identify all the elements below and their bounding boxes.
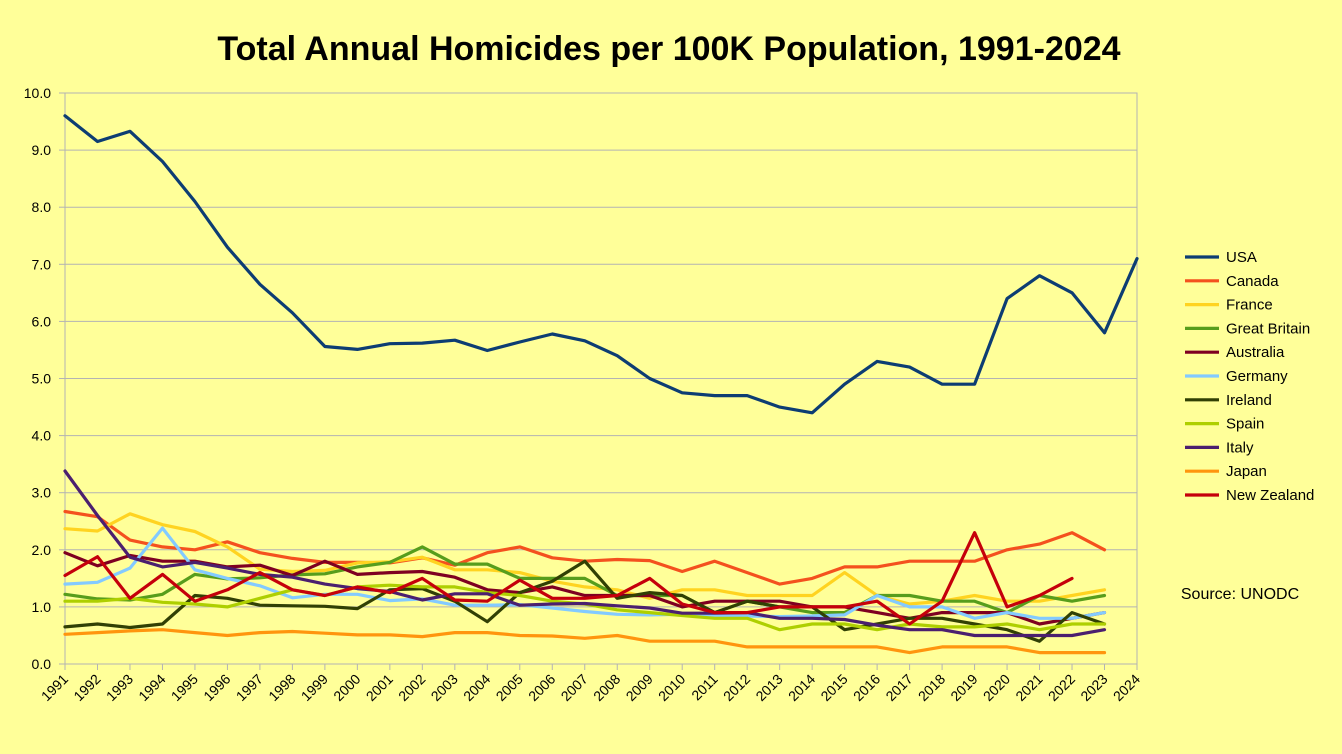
x-tick-label: 2012 xyxy=(720,671,753,704)
x-tick-label: 1998 xyxy=(265,671,298,704)
x-tick-label: 1996 xyxy=(200,671,233,704)
x-tick-label: 2002 xyxy=(395,671,428,704)
x-tick-label: 2019 xyxy=(947,671,980,704)
legend-label-italy: Italy xyxy=(1226,439,1254,456)
x-tick-label: 2017 xyxy=(882,671,915,704)
legend: USA Canada France Great Britain Australia Ger… xyxy=(1185,249,1314,504)
series-line-italy xyxy=(63,469,1107,638)
legend-label-canada: Canada xyxy=(1226,273,1279,290)
x-tick-label: 1992 xyxy=(70,671,103,704)
x-tick-label: 1993 xyxy=(103,671,136,704)
series-layer xyxy=(63,114,1139,655)
source-note: Source: UNODC xyxy=(1181,586,1299,603)
legend-label-germany: Germany xyxy=(1226,368,1288,385)
series-line-australia xyxy=(63,551,1107,626)
legend-label-new-zealand: New Zealand xyxy=(1226,487,1314,504)
legend-label-usa: USA xyxy=(1226,249,1257,266)
x-tick-label: 2013 xyxy=(752,671,785,704)
x-tick-label: 2011 xyxy=(688,671,721,704)
y-tick-label: 5.0 xyxy=(32,371,52,387)
legend-label-ireland: Ireland xyxy=(1226,392,1272,409)
series-line-ireland xyxy=(63,559,1107,643)
x-tick-label: 1994 xyxy=(135,671,168,704)
x-tick-label: 2009 xyxy=(623,671,656,704)
x-tick-label: 2007 xyxy=(558,671,591,704)
legend-label-japan: Japan xyxy=(1226,463,1267,480)
x-tick-label: 2023 xyxy=(1077,671,1110,704)
x-tick-label: 2022 xyxy=(1045,671,1078,704)
chart-title: Total Annual Homicides per 100K Populati… xyxy=(217,30,1120,68)
series-line-great-britain xyxy=(63,545,1107,615)
y-tick-label: 10.0 xyxy=(24,85,51,101)
x-tick-label: 1999 xyxy=(298,671,331,704)
y-tick-label: 7.0 xyxy=(32,256,52,272)
y-tick-label: 9.0 xyxy=(32,142,52,158)
x-tick-label: 2006 xyxy=(525,671,558,704)
y-tick-label: 1.0 xyxy=(32,599,52,615)
y-tick-label: 2.0 xyxy=(32,542,52,558)
y-tick-label: 6.0 xyxy=(32,313,52,329)
x-tick-label: 2016 xyxy=(850,671,883,704)
x-tick-label: 2005 xyxy=(493,671,526,704)
series-line-usa xyxy=(63,114,1139,415)
x-tick-label: 2018 xyxy=(915,671,948,704)
x-tick-label: 2014 xyxy=(785,671,818,704)
x-tick-label: 2020 xyxy=(980,671,1013,704)
x-tick-label: 2001 xyxy=(363,671,396,704)
y-tick-label: 8.0 xyxy=(32,199,52,215)
x-tick-label: 2010 xyxy=(655,671,688,704)
x-tick-label: 2000 xyxy=(330,671,363,704)
x-tick-label: 2003 xyxy=(428,671,461,704)
x-tick-label: 1991 xyxy=(38,671,71,704)
series-line-france xyxy=(63,512,1107,606)
x-tick-label: 1995 xyxy=(168,671,201,704)
series-line-canada xyxy=(63,509,1107,586)
x-tick-label: 2024 xyxy=(1110,671,1143,704)
x-tick-label: 2021 xyxy=(1012,671,1045,704)
y-tick-label: 0.0 xyxy=(32,656,52,672)
x-tick-label: 2004 xyxy=(460,671,493,704)
legend-label-france: France xyxy=(1226,297,1273,314)
series-line-new-zealand xyxy=(63,531,1074,626)
legend-label-spain: Spain xyxy=(1226,416,1264,433)
legend-label-great-britain: Great Britain xyxy=(1226,320,1310,337)
x-tick-label: 2008 xyxy=(590,671,623,704)
legend-label-australia: Australia xyxy=(1226,344,1285,361)
y-tick-label: 3.0 xyxy=(32,485,52,501)
x-tick-label: 1997 xyxy=(233,671,266,704)
x-tick-label: 2015 xyxy=(817,671,850,704)
series-line-japan xyxy=(63,628,1107,655)
y-tick-label: 4.0 xyxy=(32,428,52,444)
